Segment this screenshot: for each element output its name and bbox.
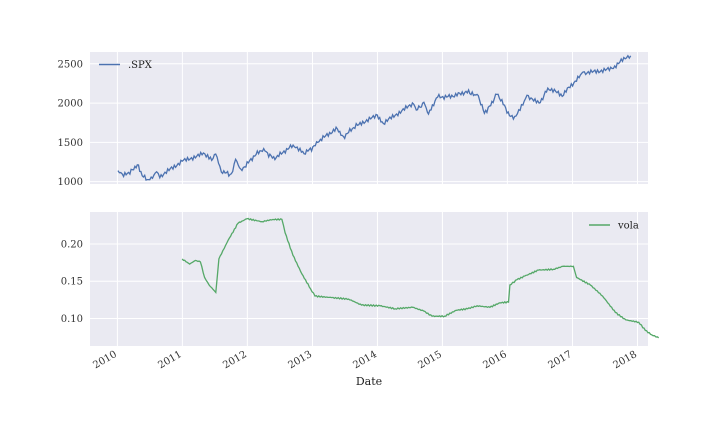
x-tick-label: 2014 (351, 349, 379, 371)
vola-series-line (181, 217, 660, 339)
x-tick-label: 2016 (481, 349, 509, 371)
x-tick-label: 2012 (221, 349, 249, 371)
bottom-legend: vola (589, 221, 639, 232)
top-y-tick-label: 1000 (58, 177, 83, 188)
top-legend: .SPX (99, 60, 153, 71)
x-tick-label: 2018 (611, 349, 639, 371)
x-tick-label: 2011 (156, 349, 184, 371)
bottom-panel: 0.100.150.20 2010 2011 2012 2013 2014 2015 201… (61, 212, 660, 388)
bottom-y-tick-label: 0.20 (61, 240, 83, 251)
bottom-y-tick-labels: 0.10 0.15 0.20 (61, 240, 83, 325)
bottom-x-tick-labels: 2010 2011 2012 2013 2014 2015 2016 2017 2018 (91, 349, 639, 371)
vola-legend-label: vola (617, 221, 639, 232)
top-y-tick-label: 2500 (58, 59, 83, 70)
x-tick-label: 2013 (286, 349, 314, 371)
bottom-y-tick-label: 0.10 (61, 314, 83, 325)
bottom-y-tick-label: 0.15 (61, 277, 83, 288)
spx-series-line (117, 54, 632, 181)
x-axis-label: Date (356, 375, 382, 388)
top-panel: 1000 1500 2000 2500 .SPX (58, 52, 648, 188)
bottom-plot-area (90, 212, 648, 346)
top-y-tick-label: 2000 (58, 99, 83, 110)
x-tick-label: 2010 (91, 349, 119, 371)
x-tick-label: 2015 (416, 349, 444, 371)
spx-legend-label: .SPX (128, 60, 153, 71)
top-gridlines (90, 52, 648, 184)
bottom-gridlines (90, 212, 648, 346)
x-tick-label: 2017 (546, 349, 574, 371)
top-y-tick-label: 1500 (58, 138, 83, 149)
top-y-tick-labels: 1000 1500 2000 2500 (58, 59, 83, 188)
